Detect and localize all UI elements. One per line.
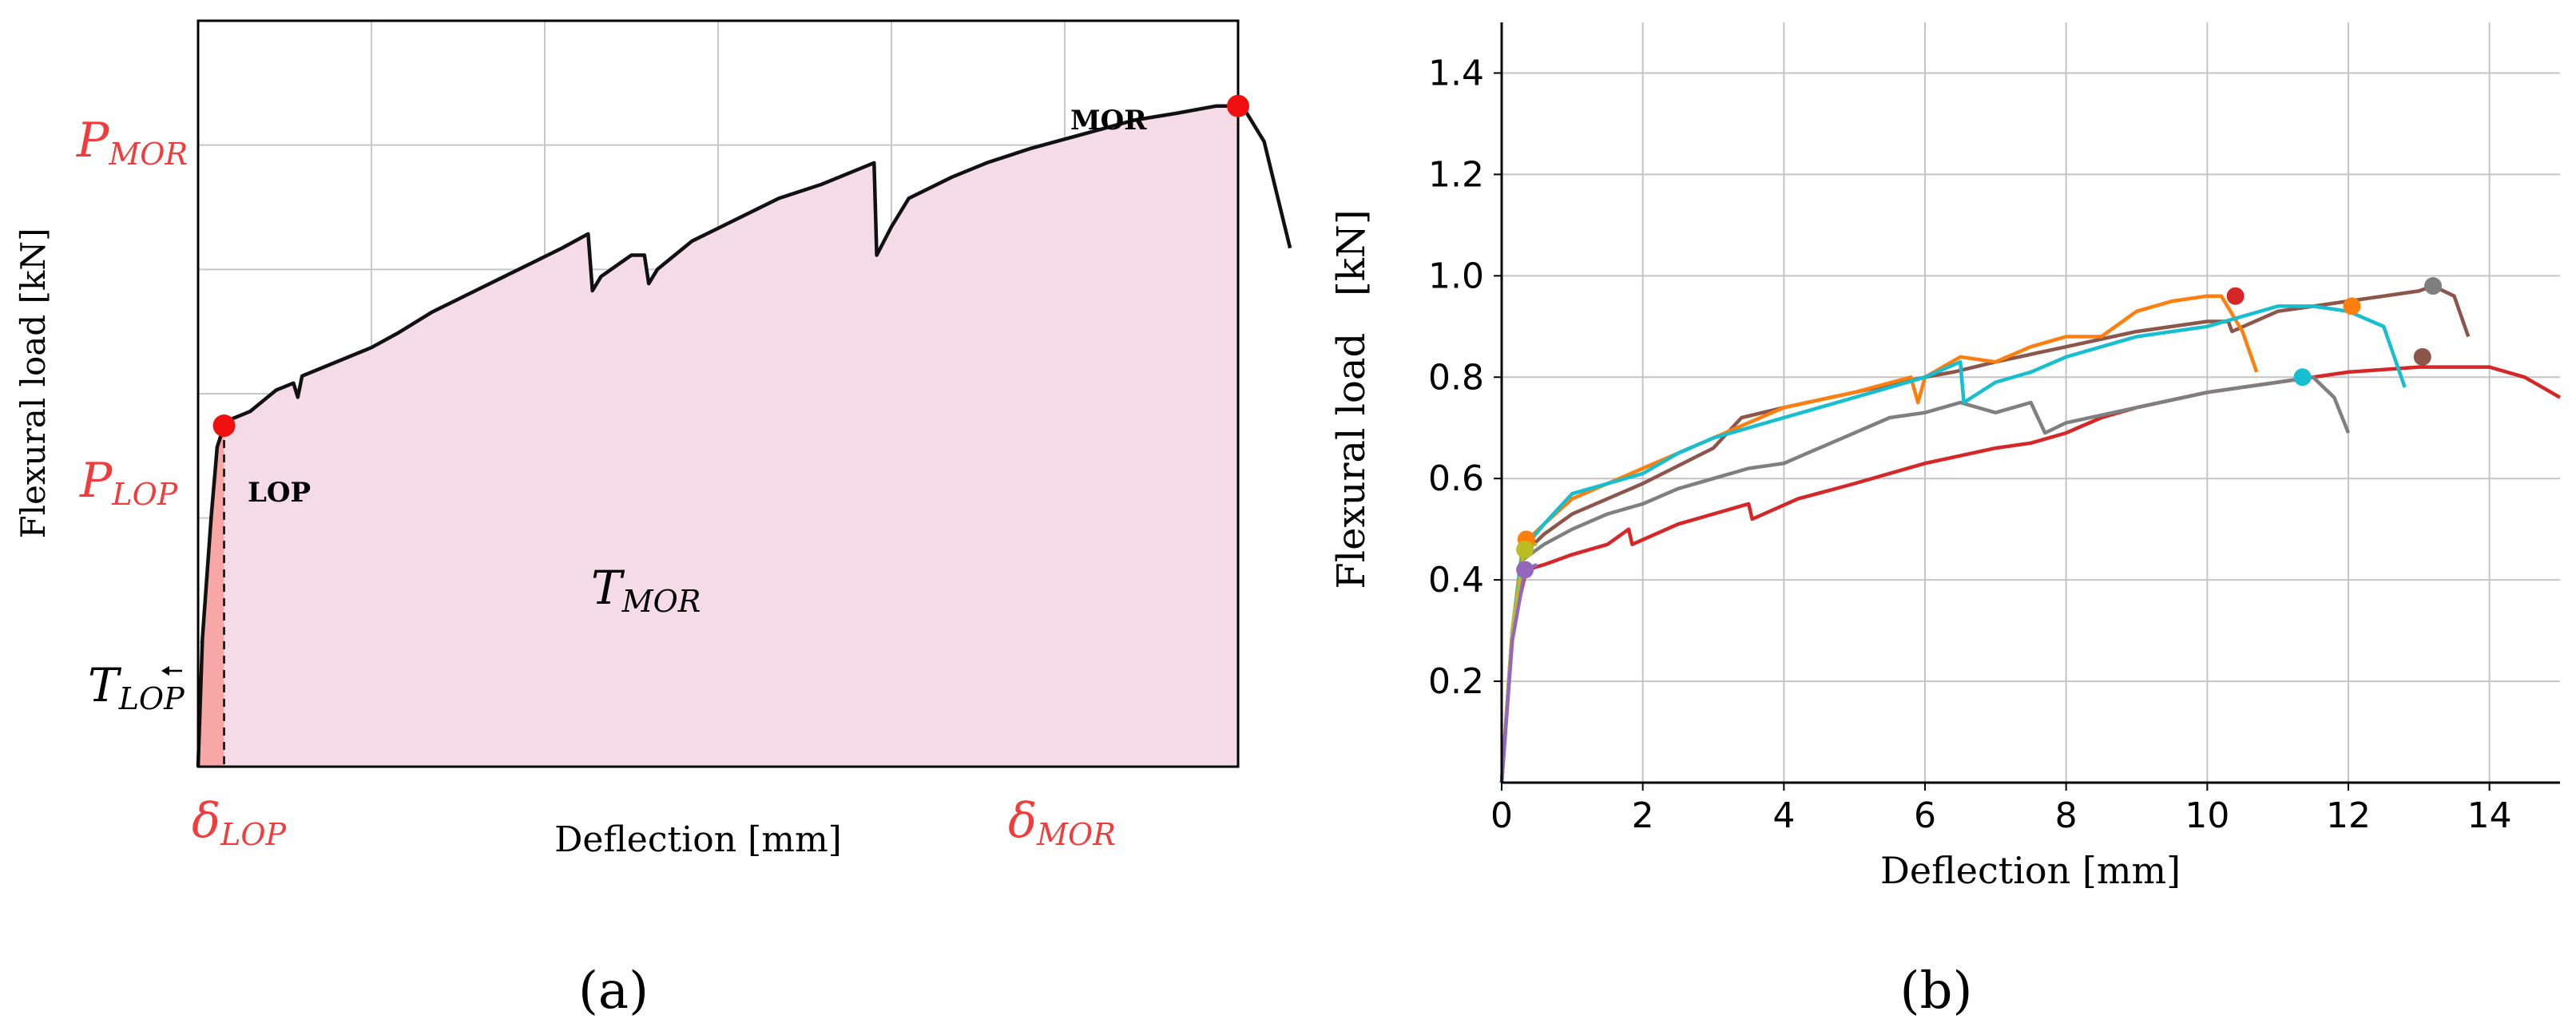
- panel-b-xticks: 0 2 4 6 8 10 12 14: [1490, 783, 2512, 836]
- x-tick-label: 2: [1632, 795, 1654, 836]
- p-mor-label: PMOR: [76, 113, 188, 172]
- series-marker: [2293, 368, 2312, 387]
- t-lop-label: TLOP: [88, 658, 185, 716]
- y-tick-label: 1.4: [1428, 53, 1484, 93]
- series-marker: [2424, 277, 2442, 295]
- series-cyan-line: [1499, 304, 2407, 783]
- panel-b-series: [1499, 284, 2562, 783]
- mor-label: MOR: [1070, 105, 1147, 137]
- y-tick-label: 0.6: [1428, 458, 1484, 499]
- p-lop-label: PLOP: [79, 453, 179, 512]
- series-marker: [2413, 347, 2431, 366]
- delta-mor-label: δMOR: [1008, 793, 1116, 852]
- load-deflection-curve: [196, 104, 1292, 767]
- tlop-area: [198, 426, 224, 767]
- lop-label: LOP: [248, 477, 311, 509]
- x-tick-label: 10: [2185, 795, 2229, 836]
- x-tick-label: 4: [1772, 795, 1795, 836]
- x-tick-label: 14: [2467, 795, 2512, 836]
- panel-a: LOP MOR PMOR PLOP TMOR TLOP δLOP δMOR De…: [14, 19, 1292, 1021]
- lop-point: [212, 414, 236, 438]
- series-brown-line: [1499, 284, 2471, 783]
- series-marker: [2226, 287, 2245, 305]
- series-red-line: [1499, 365, 2562, 783]
- panel-a-xlabel: Deflection [mm]: [554, 819, 842, 860]
- series-marker: [1516, 541, 1534, 559]
- panel-b-caption: (b): [1900, 962, 1973, 1021]
- series-gray-line: [1499, 375, 2351, 783]
- series-purple-line: [1499, 563, 1538, 783]
- panel-b-yticks: 0.2 0.4 0.6 0.8 1.0 1.2 1.4: [1428, 53, 1502, 702]
- delta-lop-label: δLOP: [192, 793, 288, 852]
- panel-b-xlabel: Deflection [mm]: [1880, 849, 2181, 892]
- x-tick-label: 0: [1490, 795, 1513, 836]
- y-tick-label: 1.2: [1428, 154, 1484, 195]
- y-tick-label: 0.8: [1428, 357, 1484, 398]
- mor-point: [1227, 94, 1249, 117]
- panel-a-caption: (a): [578, 962, 649, 1021]
- panel-b-ylabel: Flexural load [kN]: [1329, 209, 1374, 589]
- y-tick-label: 1.0: [1428, 256, 1484, 296]
- y-tick-label: 0.4: [1428, 560, 1484, 601]
- panel-b-markers: [1516, 277, 2442, 579]
- y-tick-label: 0.2: [1428, 661, 1484, 702]
- panel-b: 0 2 4 6 8 10 12 14 0.2 0.4 0.6 0.8 1.0 1.2 1.4 Deflec…: [1329, 22, 2562, 1021]
- series-marker: [2343, 297, 2361, 315]
- tmor-area: [224, 105, 1238, 767]
- x-tick-label: 8: [2055, 795, 2078, 836]
- t-lop-arrow: [161, 666, 182, 676]
- panel-b-grid: [1502, 22, 2560, 783]
- series-marker: [1516, 561, 1534, 579]
- panel-a-ylabel: Flexural load [kN]: [14, 228, 53, 538]
- panel-a-frame: [196, 19, 1240, 768]
- t-mor-label: TMOR: [591, 561, 701, 619]
- x-tick-label: 6: [1914, 795, 1936, 836]
- x-tick-label: 12: [2326, 795, 2371, 836]
